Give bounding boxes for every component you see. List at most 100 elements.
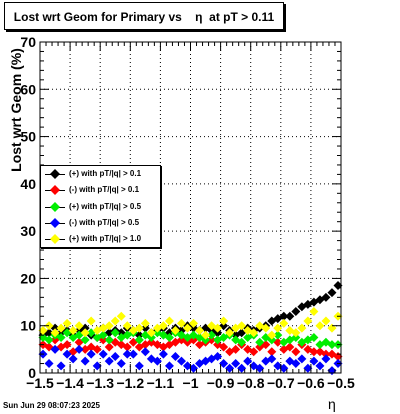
data-point: [74, 321, 84, 331]
data-point: [146, 328, 156, 338]
data-point: [315, 321, 325, 331]
y-tick-label: 10: [20, 318, 36, 334]
legend-entry-3: (-) with pT/|q| > 0.5: [41, 215, 162, 231]
data-point: [267, 335, 277, 345]
data-point: [170, 351, 180, 361]
data-point: [44, 335, 54, 345]
legend-label: (-) with pT/|q| > 0.5: [69, 218, 140, 227]
data-point: [279, 311, 289, 321]
data-point: [140, 323, 150, 333]
data-point: [219, 316, 229, 326]
data-point: [225, 328, 235, 338]
data-point: [207, 335, 217, 345]
data-point: [327, 323, 337, 333]
data-point: [56, 333, 66, 343]
y-axis-label: Lost wrt Geom (%): [8, 48, 24, 172]
series-3: [38, 344, 343, 376]
data-point: [68, 325, 78, 335]
data-point: [164, 316, 174, 326]
data-point: [74, 344, 84, 354]
data-point: [140, 318, 150, 328]
data-point: [56, 361, 66, 371]
data-point: [128, 349, 138, 359]
y-tick-label: 60: [20, 81, 36, 97]
y-tick-label: 40: [20, 176, 36, 192]
data-point: [327, 288, 337, 298]
data-point: [98, 330, 108, 340]
x-tick-label: −0.8: [237, 375, 265, 391]
data-point: [213, 323, 223, 333]
data-point: [255, 363, 265, 373]
data-point: [273, 330, 283, 340]
y-tick-label: 20: [20, 270, 36, 286]
data-point: [140, 347, 150, 357]
data-point: [56, 323, 66, 333]
data-point: [104, 342, 114, 352]
data-point: [279, 363, 289, 373]
data-point: [231, 344, 241, 354]
data-point: [273, 323, 283, 333]
data-point: [249, 328, 259, 338]
data-point: [122, 349, 132, 359]
data-point: [255, 337, 265, 347]
legend-diamond-icon: [50, 218, 60, 228]
data-point: [321, 354, 331, 364]
y-tick-label: 0: [28, 365, 36, 381]
data-point: [80, 328, 90, 338]
data-point: [291, 307, 301, 317]
legend-label: (+) with pT/|q| > 1.0: [69, 234, 142, 243]
data-point: [62, 318, 72, 328]
x-tick-label: −0.6: [297, 375, 325, 391]
x-tick-label: −0.5: [327, 375, 355, 391]
data-point: [285, 311, 295, 321]
x-tick-label: −1.3: [86, 375, 114, 391]
data-point: [195, 325, 205, 335]
title-box: Lost wrt Geom for Primary vs η at pT > 0…: [4, 2, 284, 30]
data-point: [225, 363, 235, 373]
data-point: [38, 325, 48, 335]
data-point: [110, 328, 120, 338]
data-point: [62, 349, 72, 359]
data-point: [62, 340, 72, 350]
data-point: [201, 335, 211, 345]
data-point: [291, 328, 301, 338]
y-tick-label: 50: [20, 129, 36, 145]
legend-diamond-icon: [50, 169, 60, 179]
data-point: [261, 323, 271, 333]
data-point: [213, 351, 223, 361]
series-4: [38, 307, 343, 340]
data-point: [267, 354, 277, 364]
x-axis-label: η: [328, 396, 336, 412]
data-point: [327, 340, 337, 350]
data-point: [80, 335, 90, 345]
data-point: [164, 361, 174, 371]
x-tick-labels: −1.5 −1.4 −1.3 −1.2 −1.1 −1 −0.9 −0.8 −0.7 −0.6 −0…: [26, 375, 355, 391]
data-point: [267, 330, 277, 340]
legend-label: (+) with pT/|q| > 0.5: [69, 202, 142, 211]
data-point: [164, 333, 174, 343]
data-point: [110, 316, 120, 326]
data-point: [122, 342, 132, 352]
data-point: [309, 347, 319, 357]
timestamp-footer: Sun Jun 29 08:07:23 2025: [3, 401, 100, 410]
data-point: [134, 361, 144, 371]
data-point: [98, 349, 108, 359]
data-point: [267, 347, 277, 357]
legend-entry-1: (-) with pT/|q| > 0.1: [41, 182, 162, 198]
data-point: [104, 321, 114, 331]
data-point: [158, 321, 168, 331]
data-point: [158, 349, 168, 359]
data-point: [297, 354, 307, 364]
data-point: [170, 325, 180, 335]
data-point: [80, 356, 90, 366]
data-point: [116, 311, 126, 321]
data-point: [279, 318, 289, 328]
data-point: [104, 356, 114, 366]
data-point: [291, 333, 301, 343]
data-point: [309, 333, 319, 343]
data-point: [219, 342, 229, 352]
series-layer: [38, 281, 343, 376]
axis-ticks: [39, 41, 342, 374]
data-point: [44, 321, 54, 331]
